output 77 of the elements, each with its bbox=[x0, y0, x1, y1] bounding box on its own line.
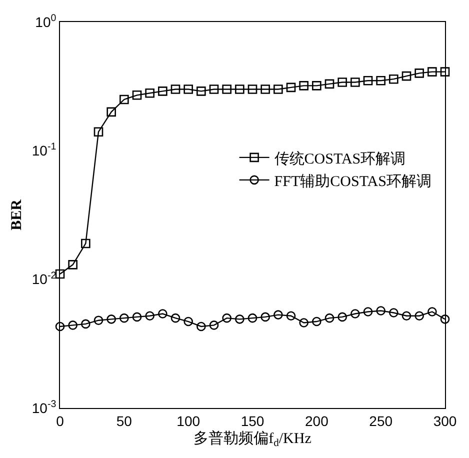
x-tick-label: 200 bbox=[304, 412, 329, 429]
point bbox=[184, 316, 193, 326]
point bbox=[286, 82, 296, 92]
point bbox=[389, 74, 398, 84]
legend-label: FFT辅助COSTAS环解调 bbox=[274, 172, 432, 190]
point bbox=[68, 260, 78, 270]
point bbox=[260, 312, 270, 322]
x-tick-label: 50 bbox=[116, 412, 132, 429]
point bbox=[414, 68, 424, 78]
x-tick-label: 100 bbox=[176, 412, 200, 429]
point bbox=[196, 86, 206, 96]
point bbox=[222, 84, 232, 94]
point bbox=[81, 238, 90, 248]
point bbox=[363, 307, 373, 316]
point bbox=[428, 307, 437, 316]
y-axis-title: BER bbox=[9, 199, 26, 230]
point bbox=[248, 84, 258, 94]
y-tick-label: 10$^{-1}$ bbox=[32, 142, 56, 159]
point bbox=[158, 86, 168, 96]
point bbox=[428, 67, 437, 76]
y-tick-label: 10$^{0}$ bbox=[35, 13, 57, 30]
x-tick-label: 0 bbox=[56, 412, 64, 429]
point bbox=[68, 320, 78, 330]
point bbox=[402, 311, 412, 321]
point bbox=[286, 311, 296, 321]
point bbox=[196, 322, 206, 332]
point bbox=[414, 311, 424, 321]
point bbox=[106, 107, 116, 117]
point bbox=[94, 316, 104, 325]
x-tick-label: 300 bbox=[433, 412, 457, 429]
point bbox=[55, 322, 65, 332]
point bbox=[338, 312, 347, 322]
point bbox=[81, 319, 90, 329]
point bbox=[158, 309, 168, 318]
point bbox=[260, 84, 270, 94]
point bbox=[324, 313, 334, 323]
point bbox=[440, 314, 450, 324]
point bbox=[363, 76, 373, 86]
point bbox=[312, 81, 322, 90]
point bbox=[324, 79, 334, 89]
point bbox=[106, 314, 116, 324]
point bbox=[120, 94, 129, 104]
point bbox=[402, 71, 412, 81]
point bbox=[299, 81, 308, 90]
point bbox=[376, 76, 386, 86]
y-tick-label: 10$^{-3}$ bbox=[32, 399, 57, 416]
point bbox=[170, 84, 180, 94]
y-tick-label: 10$^{-2}$ bbox=[32, 270, 56, 288]
point bbox=[132, 312, 142, 322]
point bbox=[274, 310, 283, 320]
point bbox=[209, 320, 219, 330]
point bbox=[94, 127, 104, 137]
point bbox=[350, 78, 360, 87]
point bbox=[248, 313, 258, 323]
x-axis-title: 多普勒频偏f$_{d}$/KHz bbox=[194, 430, 312, 449]
legend-label: 传统COSTAS环解调 bbox=[274, 150, 406, 168]
point bbox=[235, 314, 244, 324]
point bbox=[312, 316, 322, 326]
point bbox=[440, 67, 450, 76]
point bbox=[222, 313, 232, 323]
point bbox=[299, 318, 308, 328]
x-tick-label: 150 bbox=[240, 412, 264, 429]
point bbox=[55, 269, 65, 279]
point bbox=[350, 309, 360, 318]
x-tick-label: 250 bbox=[369, 412, 393, 429]
point bbox=[120, 313, 129, 323]
point bbox=[145, 88, 154, 98]
point bbox=[170, 313, 180, 323]
point bbox=[235, 84, 244, 94]
point bbox=[389, 308, 398, 318]
point bbox=[209, 84, 219, 94]
point bbox=[338, 78, 347, 87]
point bbox=[274, 84, 283, 94]
point bbox=[132, 90, 142, 100]
point bbox=[376, 306, 386, 316]
point bbox=[184, 84, 193, 94]
point bbox=[145, 311, 154, 321]
